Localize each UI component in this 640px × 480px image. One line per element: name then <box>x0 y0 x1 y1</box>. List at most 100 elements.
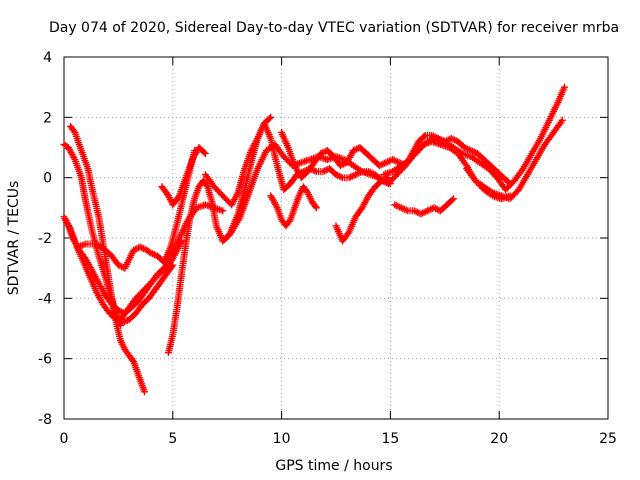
data-point <box>175 221 179 225</box>
data-point <box>123 348 127 351</box>
data-point <box>67 224 70 228</box>
data-point <box>517 188 520 191</box>
data-point <box>193 197 196 200</box>
data-point <box>469 155 473 158</box>
data-point <box>95 242 98 246</box>
data-point <box>97 215 101 219</box>
data-point <box>160 185 164 188</box>
data-point <box>167 194 170 197</box>
data-point <box>67 146 70 149</box>
data-point <box>101 242 105 246</box>
data-point <box>286 146 290 149</box>
data-point <box>145 248 148 252</box>
data-point <box>95 291 98 294</box>
series-arc-7 <box>158 144 209 209</box>
data-point <box>373 185 377 188</box>
data-point <box>530 152 534 155</box>
data-point <box>262 122 266 125</box>
data-point <box>171 333 174 336</box>
data-point <box>280 218 283 222</box>
data-point <box>400 164 403 167</box>
data-point <box>358 146 362 149</box>
data-point <box>141 303 144 306</box>
data-point <box>408 158 412 161</box>
data-point <box>276 206 279 210</box>
data-point <box>84 200 87 203</box>
x-axis: 0 5 10 15 20 25 <box>60 57 617 447</box>
data-point <box>289 182 292 185</box>
data-point <box>354 215 357 219</box>
data-point <box>97 282 101 285</box>
data-point <box>191 158 194 161</box>
data-point <box>138 245 142 249</box>
data-point <box>106 269 109 273</box>
data-point <box>282 188 285 191</box>
y-tick-label: -4 <box>38 291 52 307</box>
data-point <box>347 176 351 179</box>
data-point <box>382 173 386 176</box>
data-point <box>180 273 183 276</box>
data-point <box>315 206 318 210</box>
data-point <box>482 185 486 188</box>
data-point <box>119 339 122 342</box>
data-point <box>280 131 283 134</box>
data-point <box>134 312 138 315</box>
data-point <box>432 206 436 210</box>
data-point <box>239 215 242 219</box>
data-point <box>119 318 122 321</box>
data-point <box>500 194 503 197</box>
x-tick-label: 15 <box>381 431 399 447</box>
data-point <box>313 161 316 164</box>
data-point <box>189 215 192 219</box>
data-point <box>293 206 296 210</box>
data-series <box>60 83 568 396</box>
data-point <box>265 149 268 152</box>
data-point <box>391 170 394 173</box>
data-point <box>487 167 490 170</box>
data-point <box>504 188 507 191</box>
data-point <box>508 197 512 200</box>
series-arc-15 <box>380 83 568 194</box>
y-tick-label: -6 <box>38 352 52 368</box>
data-point <box>282 155 285 158</box>
data-point <box>465 167 468 170</box>
data-point <box>419 212 423 216</box>
data-point <box>80 149 83 152</box>
data-point <box>154 288 157 291</box>
data-point <box>495 170 499 173</box>
data-point <box>178 194 181 197</box>
data-point <box>243 167 246 170</box>
data-point <box>491 191 494 194</box>
data-point <box>302 185 305 188</box>
data-point <box>378 164 381 167</box>
data-point <box>125 309 129 312</box>
data-point <box>393 203 396 207</box>
data-point <box>482 158 486 161</box>
data-point <box>310 200 314 203</box>
data-point <box>489 164 492 167</box>
data-point <box>71 236 74 240</box>
data-point <box>347 230 351 234</box>
data-point <box>171 203 174 207</box>
data-point <box>400 206 403 210</box>
data-point <box>149 251 153 255</box>
y-axis-label: SDTVAR / TECUs <box>6 181 22 296</box>
data-point <box>563 85 566 89</box>
data-point <box>341 239 344 243</box>
data-point <box>134 297 138 300</box>
x-axis-label: GPS time / hours <box>275 458 392 474</box>
data-point <box>210 200 214 203</box>
series-arc-13 <box>332 174 392 245</box>
data-point <box>84 242 87 246</box>
data-point <box>326 158 329 161</box>
data-point <box>212 185 216 188</box>
data-point <box>104 248 107 252</box>
data-point <box>197 185 201 188</box>
data-point <box>339 164 342 167</box>
data-point <box>128 318 131 321</box>
data-point <box>341 176 344 179</box>
data-point <box>526 173 529 176</box>
data-point <box>315 170 318 173</box>
data-point <box>452 146 455 149</box>
data-point <box>371 158 375 161</box>
